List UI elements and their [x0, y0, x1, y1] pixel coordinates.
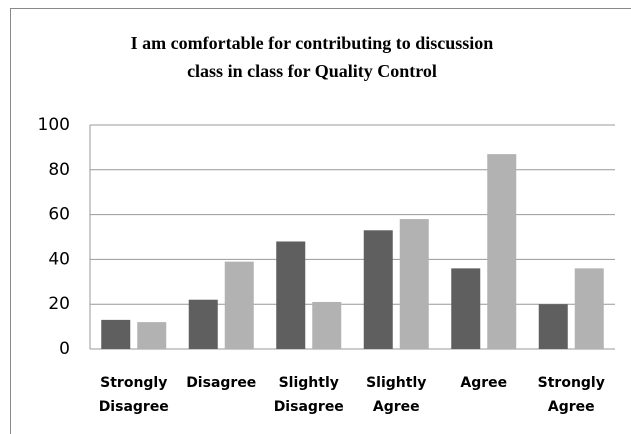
bar	[188, 299, 218, 349]
bar	[101, 319, 131, 349]
bar	[487, 154, 517, 349]
bar	[276, 241, 306, 349]
chart-title: I am comfortable for contributing to dis…	[131, 33, 494, 53]
x-tick-label: Strongly	[538, 375, 605, 391]
x-tick-label: Agree	[373, 399, 420, 415]
bar	[574, 268, 604, 349]
x-tick-label: Disagree	[99, 399, 169, 415]
x-tick-label: Disagree	[274, 399, 344, 415]
bar	[399, 219, 429, 349]
x-tick-label: Strongly	[100, 375, 167, 391]
chart-frame	[10, 8, 631, 434]
x-tick-label: Agree	[548, 399, 595, 415]
bar	[137, 322, 167, 349]
y-tick-label: 40	[48, 249, 70, 269]
y-tick-label: 60	[48, 205, 70, 225]
bar	[363, 230, 393, 349]
y-tick-label: 80	[48, 160, 70, 180]
x-tick-label: Slightly	[279, 375, 339, 391]
bar	[224, 261, 254, 349]
chart-title: class in class for Quality Control	[187, 61, 437, 81]
y-tick-label: 20	[48, 294, 70, 314]
y-tick-label: 0	[59, 339, 70, 359]
bar	[538, 304, 568, 349]
x-tick-label: Agree	[460, 375, 507, 391]
x-tick-label: Disagree	[186, 375, 256, 391]
bar	[451, 268, 481, 349]
y-tick-label: 100	[38, 115, 70, 135]
x-tick-label: Slightly	[366, 375, 426, 391]
bar	[312, 301, 342, 349]
